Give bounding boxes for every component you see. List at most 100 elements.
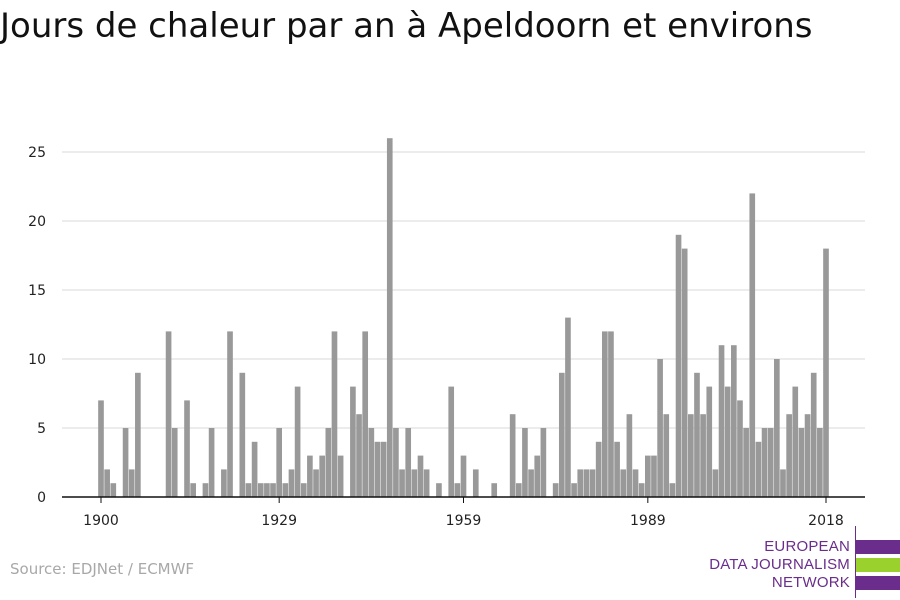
bar-1911: [165, 331, 172, 497]
bar-1996: [688, 414, 694, 497]
logo-bar-green: [856, 558, 900, 572]
x-tick-label: 2018: [808, 513, 844, 529]
bar-1953: [423, 469, 430, 497]
bar-2010: [774, 359, 780, 497]
bar-1981: [595, 441, 602, 497]
bar-1967: [509, 414, 516, 497]
bar-1912: [171, 428, 178, 497]
bar-2005: [743, 428, 749, 497]
bar-1959: [460, 455, 467, 497]
bar-1949: [399, 469, 405, 497]
bar-2007: [755, 441, 762, 497]
bar-1917: [202, 483, 209, 497]
bar-1992: [663, 414, 670, 497]
bar-1994: [675, 234, 682, 498]
bar-1905: [128, 469, 135, 497]
bar-1972: [540, 428, 547, 497]
bar-2001: [718, 345, 725, 497]
bar-1970: [528, 469, 534, 497]
bar-1932: [294, 386, 301, 497]
bar-1952: [417, 455, 424, 497]
bar-2018: [823, 248, 829, 497]
bar-2017: [817, 428, 823, 497]
source-note: Source: EDJNet / ECMWF: [10, 560, 195, 578]
x-tick-label: 1900: [83, 513, 119, 529]
bar-1950: [405, 428, 412, 497]
bar-1928: [270, 483, 276, 497]
bar-1976: [565, 317, 571, 497]
bar-1914: [184, 400, 190, 497]
bar-1947: [386, 138, 393, 497]
bar-2012: [786, 414, 792, 497]
bar-1921: [227, 331, 233, 497]
bar-1997: [694, 372, 700, 497]
bar-2004: [737, 400, 743, 497]
bar-1915: [190, 483, 196, 497]
bar-2016: [810, 372, 817, 497]
x-tick-label: 1959: [446, 513, 482, 529]
bar-1900: [98, 400, 104, 497]
bar-1946: [380, 441, 387, 497]
y-tick-label: 5: [37, 421, 46, 437]
bar-1955: [436, 483, 442, 497]
bar-1987: [632, 469, 639, 497]
bar-1979: [583, 469, 590, 497]
bar-1983: [608, 331, 614, 497]
bar-1980: [589, 469, 596, 497]
bar-2014: [798, 428, 805, 497]
bar-1926: [257, 483, 264, 497]
logo-bar-purple-bottom: [856, 576, 900, 590]
bar-1990: [651, 455, 657, 497]
bar-1977: [571, 483, 577, 497]
x-tick-label: 1929: [261, 513, 297, 529]
bar-1927: [264, 483, 270, 497]
bar-2006: [749, 193, 756, 497]
bar-1957: [448, 386, 455, 497]
bar-2009: [767, 428, 774, 497]
y-tick-label: 0: [37, 490, 46, 506]
bar-2002: [724, 386, 731, 497]
page-title: Jours de chaleur par an à Apeldoorn et e…: [0, 6, 813, 46]
logo-line-2: DATA JOURNALISM: [709, 556, 850, 573]
bar-1937: [325, 428, 332, 497]
bar-1986: [626, 414, 633, 497]
bar-1902: [110, 483, 117, 497]
bar-1942: [356, 414, 362, 497]
bar-1934: [307, 455, 313, 497]
bar-1993: [669, 483, 676, 497]
bar-1936: [319, 455, 326, 497]
bar-1964: [491, 483, 498, 497]
bar-1998: [700, 414, 706, 497]
bar-1930: [282, 483, 289, 497]
bar-1982: [601, 331, 608, 497]
bar-1918: [208, 428, 215, 497]
bar-1929: [276, 428, 282, 497]
y-axis-ticks: 0 5 10 15 20 25: [28, 145, 46, 506]
bar-1948: [393, 428, 399, 497]
bar-1988: [638, 483, 645, 497]
bar-1931: [288, 469, 295, 497]
bar-1943: [362, 331, 369, 497]
bar-1984: [614, 441, 620, 497]
logo-separator: [855, 526, 856, 598]
logo-line-3: NETWORK: [771, 574, 850, 591]
bar-1995: [681, 248, 688, 497]
bar-1924: [245, 483, 252, 497]
bar-1935: [313, 469, 319, 497]
bar-1971: [534, 455, 541, 497]
y-tick-label: 15: [28, 283, 46, 299]
bar-1989: [645, 455, 651, 497]
bar-1906: [135, 372, 141, 497]
bar-1974: [552, 483, 559, 497]
bar-1978: [577, 469, 584, 497]
bar-2013: [792, 386, 799, 497]
bar-1945: [374, 441, 381, 497]
y-tick-label: 10: [28, 352, 46, 368]
bar-1933: [300, 483, 307, 497]
bar-1901: [104, 469, 110, 497]
bar-1969: [522, 428, 528, 497]
bar-1985: [620, 469, 627, 497]
bar-1904: [122, 428, 129, 497]
bar-1975: [558, 372, 565, 497]
